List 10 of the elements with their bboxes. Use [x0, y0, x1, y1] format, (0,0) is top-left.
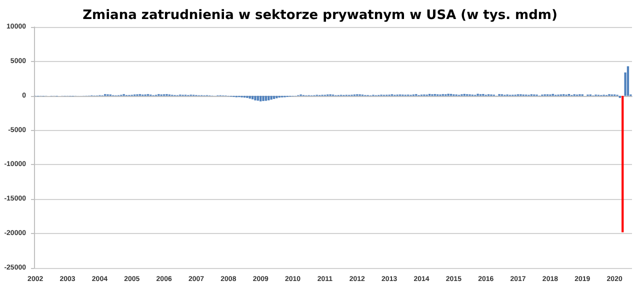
bar: [254, 96, 256, 100]
bar: [260, 96, 262, 102]
bar: [251, 96, 254, 100]
bar: [268, 96, 270, 100]
bar: [622, 96, 624, 232]
chart-title: Zmiana zatrudnienia w sektorze prywatnym w USA (w tys. mdm): [82, 8, 558, 23]
bar: [264, 96, 268, 101]
bar: [262, 96, 264, 102]
bar: [276, 96, 278, 98]
bar: [626, 66, 630, 96]
